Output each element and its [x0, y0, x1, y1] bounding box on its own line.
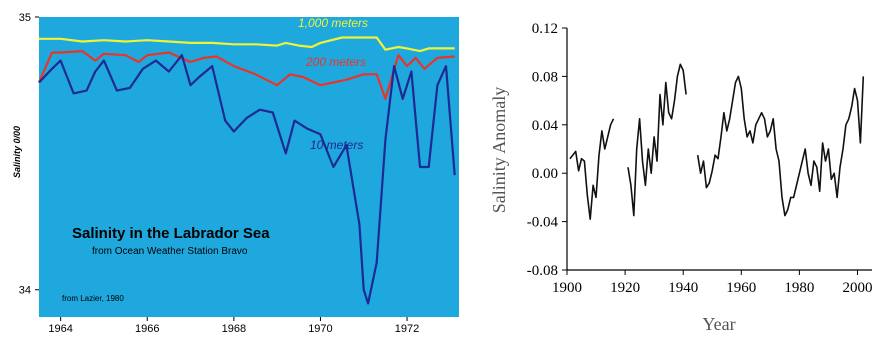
left-y-tick-label: 34: [19, 285, 31, 297]
right-y-tick-label: -0.04: [527, 215, 559, 231]
right-series-segment-2: [696, 75, 865, 217]
right-x-tick-label: 1980: [784, 280, 814, 296]
right-y-tick-label: 0.00: [532, 166, 558, 182]
left-y-axis-label: Salinity 0/00: [12, 126, 22, 178]
left-x-tick-label: 1968: [222, 323, 246, 335]
left-series-line-0: [39, 36, 455, 53]
right-y-tick-label: -0.08: [527, 263, 558, 279]
left-chart-marks: [37, 36, 456, 305]
left-chart: 1964 1966 1968 1970 1972 34 35 Salinity 0/00 S…: [12, 12, 459, 335]
right-chart-axes: [566, 28, 872, 271]
right-chart-marks: [569, 63, 865, 220]
left-x-tick-label: 1964: [48, 323, 72, 335]
series-label-10m: 10 meters: [310, 138, 363, 152]
left-plot-background: [39, 17, 459, 317]
right-x-tick-label: 1900: [552, 280, 582, 296]
right-y-tick-label: 0.08: [532, 69, 558, 85]
left-series-line-1: [37, 50, 455, 100]
series-label-1000m: 1,000 meters: [298, 16, 368, 30]
left-chart-source: from Lazier, 1980: [62, 294, 124, 303]
right-x-tick-label: 2000: [842, 280, 872, 296]
right-series-segment-1: [627, 63, 687, 217]
left-chart-ticks: 1964 1966 1968 1970 1972 34 35: [19, 12, 420, 335]
left-chart-title: Salinity in the Labrador Sea: [72, 225, 270, 242]
right-x-tick-label: 1960: [726, 280, 756, 296]
right-x-tick-label: 1940: [668, 280, 698, 296]
right-x-axis-label: Year: [702, 314, 735, 334]
right-x-tick-label: 1920: [610, 280, 640, 296]
right-y-axis-label: Salinity Anomaly: [489, 87, 509, 214]
series-label-200m: 200 meters: [305, 55, 366, 69]
right-series-segment-0: [569, 118, 615, 220]
right-y-tick-label: 0.04: [532, 118, 559, 134]
left-chart-subtitle: from Ocean Weather Station Bravo: [92, 246, 248, 257]
left-y-tick-label: 35: [19, 12, 31, 24]
left-x-tick-label: 1966: [135, 323, 159, 335]
right-y-tick-label: 0.12: [532, 21, 558, 37]
left-series-line-2: [38, 54, 456, 305]
right-chart-ticks: -0.08 -0.04 0.00 0.04 0.08 0.12 1900 1920 1940 19…: [527, 21, 873, 296]
left-x-tick-label: 1972: [395, 323, 419, 335]
right-chart: -0.08 -0.04 0.00 0.04 0.08 0.12 1900 1920 1940 19…: [489, 21, 872, 334]
left-x-tick-label: 1970: [308, 323, 332, 335]
